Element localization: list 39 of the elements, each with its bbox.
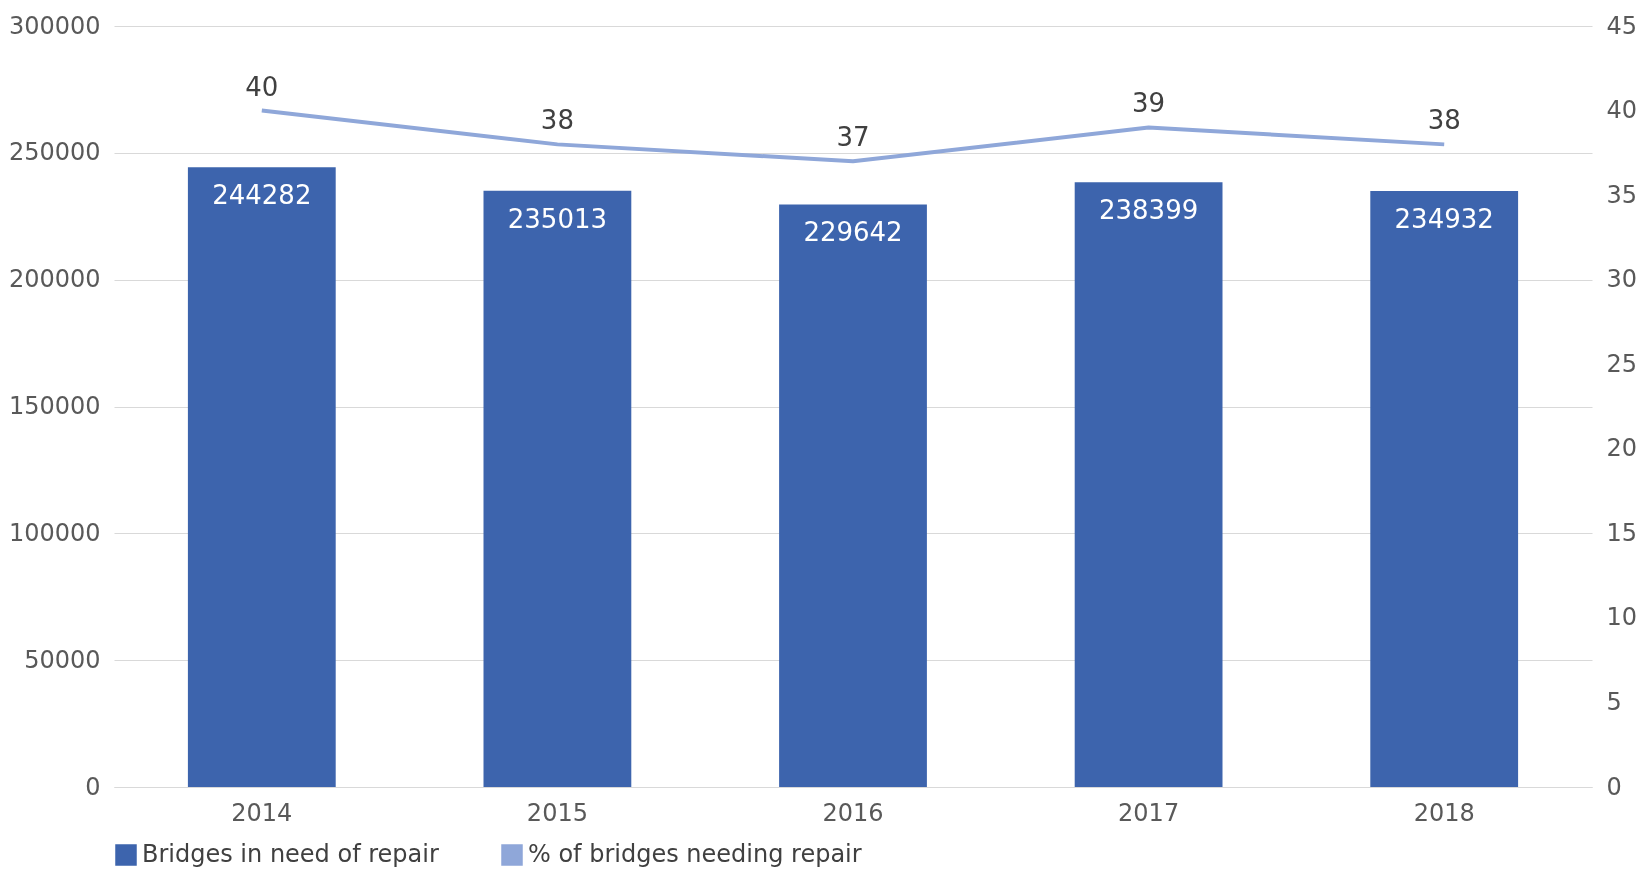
data-label: 40 bbox=[245, 71, 279, 102]
data-label: 238399 bbox=[1098, 195, 1199, 226]
bar bbox=[1370, 191, 1519, 787]
data-label: 39 bbox=[1132, 88, 1166, 119]
y2-tick-label: 30 bbox=[1606, 265, 1638, 294]
x-tick-label: 2017 bbox=[1118, 798, 1180, 827]
data-label: 244282 bbox=[212, 180, 312, 211]
y-tick-label: 100000 bbox=[8, 518, 101, 547]
y-tick-label: 250000 bbox=[8, 138, 101, 167]
y2-tick-label: 25 bbox=[1606, 349, 1638, 378]
y-tick-label: 50000 bbox=[24, 645, 101, 674]
y2-tick-label: 10 bbox=[1606, 603, 1638, 632]
data-label: 235013 bbox=[507, 203, 608, 234]
x-tick-label: 2016 bbox=[822, 798, 884, 827]
data-label: 229642 bbox=[803, 217, 903, 248]
y-tick-label: 300000 bbox=[8, 11, 101, 40]
y-tick-label: 200000 bbox=[8, 265, 101, 294]
y2-tick-label: 5 bbox=[1606, 687, 1622, 716]
y2-tick-label: 20 bbox=[1606, 434, 1638, 463]
bar bbox=[483, 190, 632, 787]
y2-tick-label: 40 bbox=[1606, 96, 1638, 125]
x-tick-label: 2014 bbox=[231, 798, 293, 827]
y2-tick-label: 35 bbox=[1606, 180, 1638, 209]
legend-label: % of bridges needing repair bbox=[528, 840, 862, 868]
y2-tick-label: 15 bbox=[1606, 518, 1638, 547]
legend-label: Bridges in need of repair bbox=[142, 840, 439, 868]
bar bbox=[1074, 182, 1223, 787]
bar bbox=[187, 167, 336, 787]
y-tick-label: 0 bbox=[85, 772, 101, 801]
y-tick-label: 150000 bbox=[8, 392, 101, 420]
x-tick-label: 2015 bbox=[526, 798, 588, 827]
data-label: 38 bbox=[540, 105, 574, 136]
bar bbox=[779, 204, 927, 787]
data-label: 38 bbox=[1427, 105, 1461, 136]
y2-tick-label: 0 bbox=[1606, 772, 1622, 801]
y2-tick-label: 45 bbox=[1606, 11, 1638, 40]
data-label: 37 bbox=[836, 122, 870, 153]
data-label: 234932 bbox=[1394, 204, 1494, 235]
x-tick-label: 2018 bbox=[1413, 798, 1475, 827]
